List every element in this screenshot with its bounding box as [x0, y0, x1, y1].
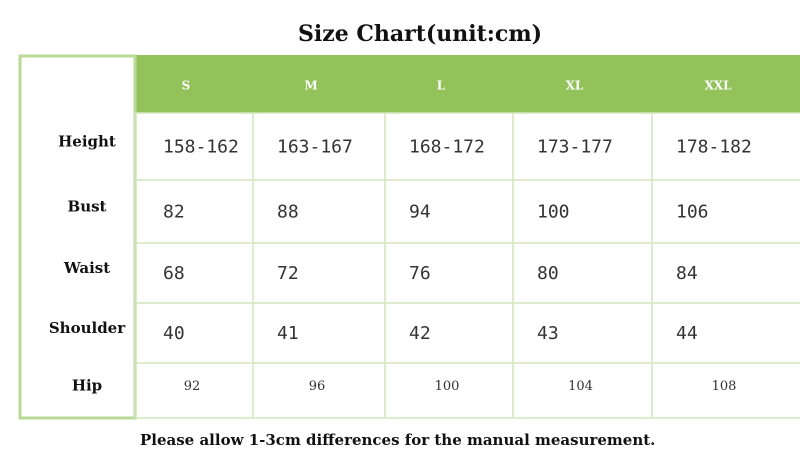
row-label: Hip: [72, 377, 102, 395]
cell: 94: [409, 202, 431, 223]
column-header: L: [437, 79, 446, 93]
cell: 108: [712, 379, 737, 394]
cell: 163-167: [277, 137, 353, 158]
cell: 43: [537, 323, 559, 344]
cell: 100: [435, 379, 460, 394]
cell: 40: [163, 323, 185, 344]
row-label: Bust: [68, 198, 107, 216]
cell: 72: [277, 263, 299, 284]
cell: 158-162: [163, 137, 239, 158]
cell: 41: [277, 323, 299, 344]
column-header: XXL: [704, 79, 732, 93]
cell: 44: [676, 323, 698, 344]
cell: 84: [676, 263, 698, 284]
cell: 100: [537, 202, 570, 223]
cell: 104: [568, 379, 593, 394]
label-column: [18, 54, 137, 420]
cell: 96: [309, 379, 326, 394]
header-row: [135, 55, 800, 113]
cell: 82: [163, 202, 185, 223]
cell: 106: [676, 202, 709, 223]
cell: 173-177: [537, 137, 613, 158]
column-header: M: [304, 79, 317, 93]
cell: 42: [409, 323, 431, 344]
row-label: Height: [58, 133, 116, 151]
cell: 168-172: [409, 137, 485, 158]
cell: 88: [277, 202, 299, 223]
cell: 68: [163, 263, 185, 284]
cell: 178-182: [676, 137, 752, 158]
row-label: Shoulder: [49, 319, 126, 337]
cell: 76: [409, 263, 431, 284]
note: Please allow 1-3cm differences for the m…: [140, 431, 655, 449]
cell: 92: [184, 379, 201, 394]
title: Size Chart(unit:cm): [298, 21, 542, 47]
row-label: Waist: [63, 259, 110, 277]
cell: 80: [537, 263, 559, 284]
column-header: S: [182, 79, 191, 93]
column-header: XL: [566, 79, 584, 93]
